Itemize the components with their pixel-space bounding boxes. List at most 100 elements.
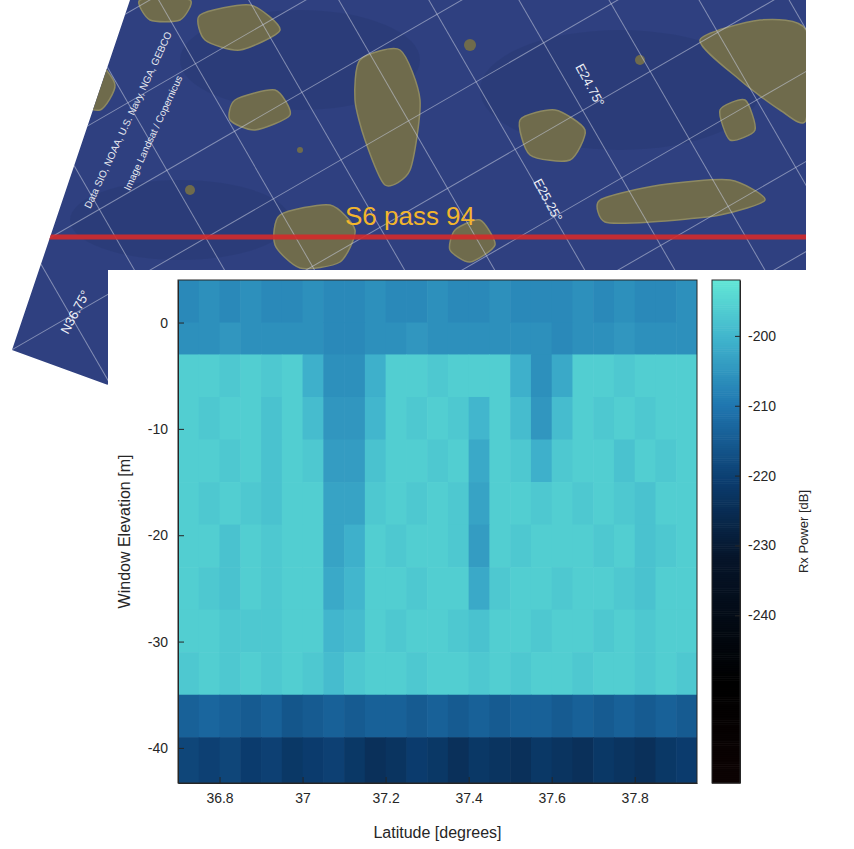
graticule-line [0,0,854,849]
heatmap-cell [655,354,676,397]
heatmap-cell [282,610,303,653]
heatmap-cell [614,482,635,525]
heatmap-cell [593,280,614,323]
heatmap-cell [614,440,635,483]
heatmap-cell [406,695,427,738]
heatmap-cell [323,440,344,483]
tick: 37.8 [622,777,649,806]
x-axis: 36.83737.237.437.637.8 [179,777,698,806]
heatmap-cell [593,482,614,525]
heatmap-cell [572,737,593,783]
heatmap-cell [635,610,656,653]
heatmap-cell [635,737,656,783]
heatmap-cell [261,397,282,440]
heatmap-cell [261,652,282,695]
heatmap-cell [406,354,427,397]
heatmap-cell [614,525,635,568]
heatmap-cell [178,397,199,440]
heatmap-cell [303,397,324,440]
tick-mark [178,323,184,324]
heatmap-cell [510,567,531,610]
graticule-line [0,0,546,849]
heatmap-cell [178,440,199,483]
graticule-line [0,0,816,849]
tick-label: -30 [148,634,168,650]
heatmap-cell [655,482,676,525]
graticule-line [0,0,208,849]
heatmap-cell [220,280,241,323]
heatmap-cell [178,525,199,568]
graticule-line [0,0,854,849]
graticule-line [0,0,854,849]
heatmap-cell [282,525,303,568]
heatmap-cell [220,567,241,610]
heatmap-cell [427,354,448,397]
plot-frame [178,280,697,783]
heatmap-cell [489,652,510,695]
graticule-line [0,177,854,849]
heatmap-cell [593,354,614,397]
heatmap-cell [531,354,552,397]
heatmap-cell [220,482,241,525]
heatmap-cell [427,737,448,783]
heatmap-cell [344,397,365,440]
heatmap-cell [303,567,324,610]
heatmap-cell [448,525,469,568]
heatmap-cell [572,397,593,440]
islet [185,185,195,195]
heatmap-cell [469,482,490,525]
heatmap-cell [448,695,469,738]
graticule-line [172,0,854,849]
graticule-line [0,650,854,849]
heatmap-cell [489,737,510,783]
heatmap-cell [199,323,220,356]
heatmap-cell [323,567,344,610]
heatmap-cell [552,567,573,610]
heatmap-cell [323,354,344,397]
colorbar-frame [712,280,740,783]
heatmap-cell [365,397,386,440]
heatmap-cell [406,440,427,483]
heatmap-cell [531,323,552,356]
heatmap-cell [199,525,220,568]
graticule-line [442,0,854,749]
heatmap-cell [199,695,220,738]
tick-mark [635,777,636,783]
tick-label: -230 [748,537,776,553]
heatmap-cell [240,354,261,397]
heatmap-cell [178,354,199,397]
heatmap-cell [510,397,531,440]
heatmap-cell [676,323,697,356]
heatmap-cell [635,323,656,356]
graticule-line [0,0,479,849]
tick-mark [735,406,740,407]
heatmap-cell [655,323,676,356]
heatmap-cell [655,280,676,323]
graticule-line [0,0,854,849]
heatmap-cell [282,695,303,738]
heatmap-cell [510,440,531,483]
heatmap-cell [489,567,510,610]
island [519,110,585,161]
map-title: S6 pass 94 [345,201,475,231]
graticule-line [847,0,854,515]
heatmap-cell [303,323,324,356]
heatmap-cell [178,695,199,738]
graticule-line [0,244,854,849]
heatmap-cell [469,280,490,323]
heatmap-cell [427,440,448,483]
ground-track [40,235,806,240]
heatmap-cell [655,652,676,695]
heatmap-cell [178,323,199,356]
heatmap-cell [448,737,469,783]
heatmap-cell [261,610,282,653]
heatmap-cell [282,280,303,323]
graticule-line [0,0,411,849]
heatmap-cell [261,567,282,610]
heatmap-cell [572,652,593,695]
graticule-line [0,0,854,716]
graticule-line [0,0,614,849]
heatmap-cell [510,737,531,783]
heatmap-cell [386,280,407,323]
heatmap-cell [365,567,386,610]
